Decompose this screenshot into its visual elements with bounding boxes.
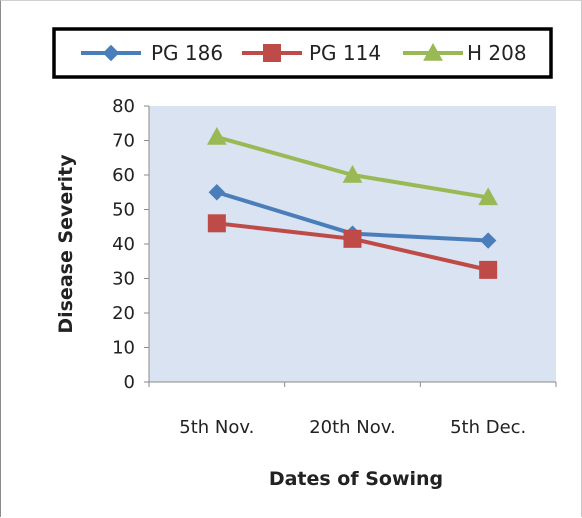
data-point-pg-114 (343, 229, 362, 248)
series-pg-114 (207, 214, 498, 279)
y-tick-label: 40 (112, 234, 135, 255)
y-tick-label: 0 (124, 372, 135, 393)
y-tick-label: 60 (112, 165, 135, 186)
legend-label-h-208: H 208 (467, 41, 527, 65)
data-point-pg-114 (207, 214, 226, 233)
x-tick-label: 5th Dec. (450, 417, 526, 438)
legend-label-pg-114: PG 114 (309, 41, 381, 65)
y-axis: 0 10 20 30 40 50 60 70 80 (112, 96, 150, 393)
series-layer (206, 127, 499, 279)
y-tick-label: 80 (112, 96, 135, 117)
data-point-h-208 (206, 127, 227, 145)
legend-marker-h-208 (423, 42, 443, 61)
y-tick-label: 10 (112, 338, 135, 359)
legend-marker-pg-114 (263, 44, 281, 62)
x-tick-label: 5th Nov. (179, 417, 254, 438)
y-tick-label: 50 (112, 200, 135, 221)
legend-marker-pg-186 (102, 44, 120, 62)
data-point-h-208 (478, 187, 499, 206)
y-tick-label: 70 (112, 131, 135, 152)
data-point-h-208 (342, 164, 363, 183)
y-tick-label: 20 (112, 303, 135, 324)
data-point-pg-186 (479, 232, 497, 249)
x-axis-title: Dates of Sowing (269, 468, 443, 490)
data-point-pg-114 (479, 260, 498, 279)
y-tick-label: 30 (112, 269, 135, 290)
data-point-pg-186 (208, 184, 226, 201)
x-tick-label: 20th Nov. (309, 417, 396, 438)
y-axis-title: Disease Severity (55, 154, 77, 334)
series-h-208 (206, 127, 499, 206)
x-axis: 5th Nov. 20th Nov. 5th Dec. (148, 381, 557, 438)
legend-label-pg-186: PG 186 (151, 41, 223, 65)
legend: PG 186 PG 114 H 208 (52, 27, 553, 79)
